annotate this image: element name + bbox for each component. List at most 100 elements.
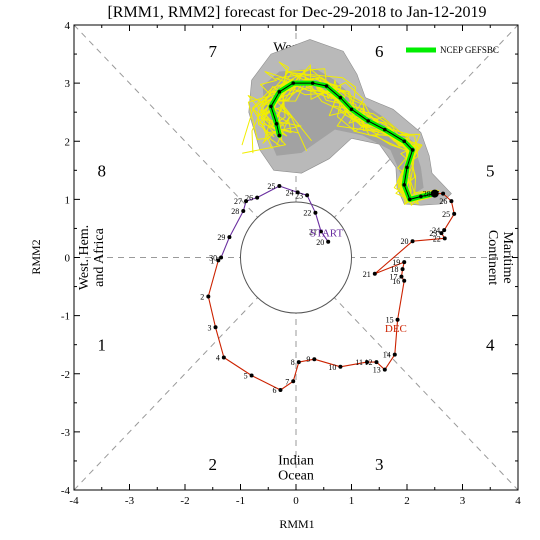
observed-point-label: 5	[244, 371, 248, 380]
plot-area: -4-3-2-101234-4-3-2-10123412345678Wester…	[61, 20, 521, 507]
phase-label-7: 7	[209, 42, 218, 61]
y-tick-label: -1	[61, 311, 70, 323]
y-tick-label: -2	[61, 369, 70, 381]
observed-point	[216, 258, 221, 263]
observed-point-label: 10	[328, 363, 336, 372]
observed-point	[442, 236, 447, 241]
observed-point-label: 25	[442, 210, 450, 219]
observed-point-label: 23	[295, 191, 303, 200]
observed-point	[291, 379, 296, 384]
forecast-mean-point	[277, 133, 282, 138]
ensemble-member-track	[241, 61, 434, 205]
annotation-dec: DEC	[385, 323, 407, 335]
observed-point-label: 24	[286, 188, 294, 197]
observed-point	[326, 239, 331, 244]
forecast-mean-centerline	[270, 82, 435, 200]
legend: NCEP GEFSBC	[406, 45, 499, 55]
region-label-line: Ocean	[278, 468, 314, 483]
forecast-mean-point	[291, 81, 296, 85]
x-axis-label: RMM1	[279, 517, 314, 531]
ensemble-spread-inner	[262, 68, 424, 197]
observed-point	[392, 352, 397, 357]
observed-point	[249, 373, 254, 378]
observed-point	[372, 271, 377, 276]
observed-point	[219, 255, 224, 260]
observed-point-label: 27	[234, 197, 242, 206]
observed-point-label: 7	[285, 377, 289, 386]
observed-point-label: 9	[306, 355, 310, 364]
observed-point	[241, 209, 246, 213]
region-label-3: MaritimeContinent	[485, 230, 515, 285]
forecast-mean-point	[407, 197, 412, 202]
forecast-mean-point	[383, 127, 387, 132]
observed-point	[399, 274, 404, 279]
x-tick-label: -1	[236, 495, 245, 507]
observed-point-label: 4	[216, 353, 220, 362]
region-label-line: Continent	[485, 230, 500, 285]
observed-point-label: 18	[391, 265, 399, 274]
x-tick-label: -2	[180, 495, 189, 507]
observed-point-label: 21	[309, 227, 317, 236]
region-label-line: Maritime	[500, 231, 515, 283]
forecast-mean-point	[269, 104, 273, 109]
observed-point-label: 19	[392, 258, 400, 267]
observed-point	[452, 211, 457, 216]
region-label-1: Indian Ocean	[278, 453, 314, 483]
observed-point-label: 2	[200, 292, 204, 301]
y-tick-label: 4	[65, 20, 71, 32]
forecast-mean-point	[349, 107, 354, 112]
x-tick-label: -3	[125, 495, 135, 507]
chart-title: [RMM1, RMM2] forecast for Dec-29-2018 to…	[107, 4, 486, 21]
phase-label-4: 4	[486, 336, 495, 355]
observed-point-label: 15	[386, 316, 394, 325]
observed-point	[400, 267, 405, 272]
x-tick-label: 2	[404, 495, 410, 507]
observed-point-label: 20	[316, 238, 324, 247]
region-label-2: West. Hem.and Africa	[77, 225, 107, 290]
y-tick-label: 3	[65, 78, 71, 90]
last-observed-point	[430, 189, 439, 198]
observed-point	[213, 325, 218, 330]
x-tick-label: -4	[69, 495, 79, 507]
observed-point	[312, 357, 317, 362]
forecast-mean-point	[338, 95, 343, 100]
observed-point	[295, 190, 300, 195]
region-label-line: Indian	[278, 453, 314, 468]
y-axis-label: RMM2	[29, 239, 43, 274]
forecast-mean-point	[402, 139, 407, 144]
y-tick-label: -3	[61, 427, 71, 439]
observed-point-label: 12	[364, 358, 372, 367]
observed-point-label: 28	[231, 207, 239, 216]
observed-point	[410, 239, 415, 244]
observed-point-label: 20	[401, 237, 409, 246]
x-tick-label: 3	[460, 495, 466, 507]
observed-point	[365, 360, 370, 365]
observed-point-label: 23	[429, 229, 437, 238]
forecast-mean-point	[274, 122, 279, 126]
observed-point	[442, 228, 447, 233]
observed-point-label: 14	[383, 351, 391, 360]
observed-point-label: 29	[217, 233, 225, 242]
legend-label: NCEP GEFSBC	[440, 45, 499, 55]
observed-point-label: 3	[208, 323, 212, 332]
x-tick-label: 0	[293, 495, 299, 507]
phase-label-2: 2	[209, 455, 218, 474]
observed-point-label: 16	[392, 277, 400, 286]
forecast-mean-point	[324, 84, 329, 88]
observed-point	[395, 317, 400, 322]
ensemble-member-track	[252, 78, 438, 202]
phase-label-1: 1	[98, 336, 107, 355]
observed-point-label: 26	[439, 197, 447, 206]
observed-point-label: 8	[291, 358, 295, 367]
observed-point	[318, 229, 323, 234]
y-tick-label: 0	[65, 253, 71, 265]
observed-point	[305, 193, 310, 198]
observed-point-label: 28	[423, 190, 431, 199]
y-tick-label: -4	[61, 485, 71, 497]
observed-point	[244, 199, 249, 204]
observed-point	[255, 195, 260, 200]
observed-point-label: 21	[363, 270, 371, 279]
forecast-mean-point	[366, 119, 370, 123]
